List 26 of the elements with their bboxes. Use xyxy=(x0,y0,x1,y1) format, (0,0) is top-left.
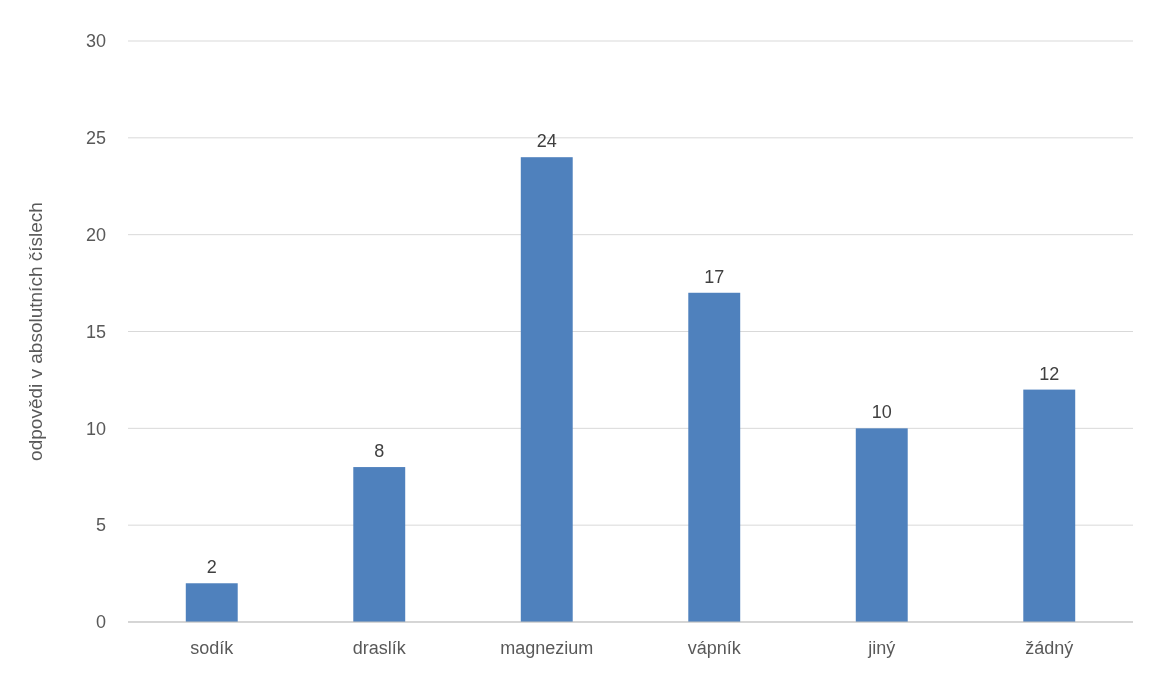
bar xyxy=(185,583,238,622)
data-label: 8 xyxy=(374,441,385,462)
data-label: 17 xyxy=(704,266,725,287)
x-tick-label: draslík xyxy=(352,638,407,658)
x-tick-label: vápník xyxy=(687,638,742,658)
bar xyxy=(520,157,573,622)
x-tick-label: jiný xyxy=(867,638,896,658)
x-tick-label: sodík xyxy=(190,638,235,658)
bar xyxy=(1023,389,1076,622)
bar xyxy=(855,428,908,622)
y-tick-label: 10 xyxy=(85,418,106,439)
y-tick-label: 5 xyxy=(95,515,106,536)
x-tick-label: magnezium xyxy=(500,638,594,658)
data-label: 10 xyxy=(871,402,892,423)
data-label: 12 xyxy=(1039,363,1060,384)
bar xyxy=(688,292,741,622)
data-label: 24 xyxy=(536,131,557,152)
y-tick-label: 15 xyxy=(85,321,106,342)
y-axis-title: odpovědi v absolutních číslech xyxy=(25,202,46,461)
y-tick-label: 30 xyxy=(85,31,106,52)
bar xyxy=(353,467,406,622)
y-tick-label: 20 xyxy=(85,224,106,245)
y-tick-label: 25 xyxy=(85,128,106,149)
x-tick-label: žádný xyxy=(1025,638,1074,658)
y-tick-label: 0 xyxy=(95,612,106,633)
data-label: 2 xyxy=(206,557,217,578)
